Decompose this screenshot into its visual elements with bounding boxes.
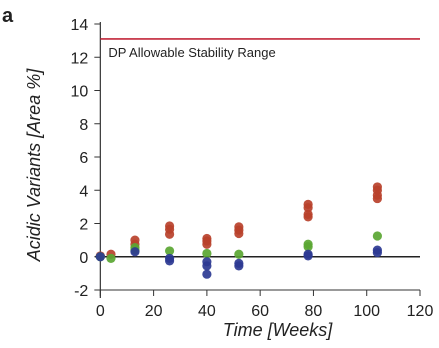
data-point (130, 247, 140, 257)
data-point (372, 193, 382, 204)
x-tick-label: 100 (353, 303, 380, 320)
data-points (95, 182, 382, 279)
data-point (164, 256, 175, 266)
stability-limit-label: DP Allowable Stability Range (108, 45, 275, 60)
y-tick-label: 2 (79, 217, 88, 234)
x-tick-label: 80 (305, 303, 323, 320)
data-point (234, 249, 244, 259)
data-point (303, 212, 313, 222)
data-point (164, 246, 175, 256)
data-point (303, 242, 313, 252)
x-tick-label: 60 (251, 303, 269, 320)
data-point (202, 269, 212, 279)
data-point (164, 229, 175, 239)
x-tick-label: 20 (145, 303, 163, 320)
y-tick-label: 10 (71, 84, 89, 101)
y-tick-label: 4 (79, 183, 88, 200)
x-tick-label: 0 (96, 303, 105, 320)
y-tick-label: 6 (79, 150, 88, 167)
data-point (234, 228, 244, 239)
data-point (106, 253, 116, 264)
x-axis-title: Time [Weeks] (223, 320, 334, 340)
data-point (202, 239, 212, 249)
data-point (372, 247, 382, 258)
y-tick-label: 8 (79, 117, 88, 134)
panel-label: a (2, 5, 14, 27)
y-axis-ticks: -2 0 2 4 6 8 10 12 14 (71, 17, 101, 300)
y-tick-label: -2 (74, 283, 88, 300)
data-point (303, 203, 313, 213)
y-tick-label: 14 (71, 17, 89, 34)
y-axis-title: Acidic Variants [Area %] (24, 68, 44, 262)
data-point (95, 252, 105, 262)
data-point (303, 251, 313, 261)
x-tick-label: 40 (198, 303, 216, 320)
y-tick-label: 0 (79, 250, 88, 267)
data-point (202, 261, 212, 271)
x-axis-ticks: 0 20 40 60 80 100 120 (96, 290, 434, 320)
data-point (372, 231, 382, 241)
x-tick-label: 120 (407, 303, 434, 320)
y-tick-label: 12 (71, 50, 89, 67)
data-point (234, 261, 244, 271)
data-point (202, 248, 212, 259)
